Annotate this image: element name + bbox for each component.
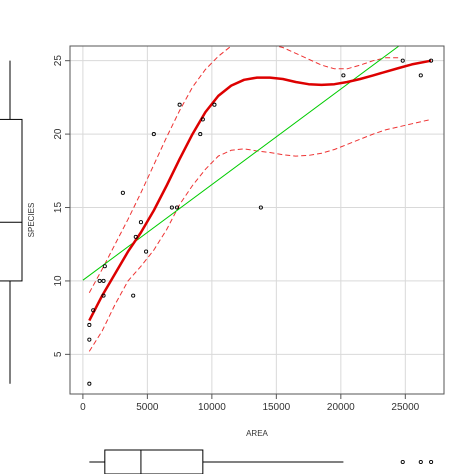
data-point: [97, 278, 102, 283]
x-box-outlier: [418, 459, 423, 465]
data-point: [212, 102, 217, 107]
y-tick-label: 20: [53, 128, 64, 140]
data-point: [138, 220, 143, 225]
y-tick-label: 5: [53, 351, 64, 357]
data-point: [87, 322, 92, 328]
x-tick-label: 15000: [262, 402, 290, 413]
x-tick-label: 20000: [327, 402, 355, 413]
upper-confidence-band: [88, 46, 399, 293]
data-point: [258, 205, 263, 210]
data-point: [133, 234, 138, 239]
y-axis-title: SPECIES: [27, 203, 36, 238]
x-box-outlier: [400, 459, 405, 465]
data-point: [177, 102, 182, 107]
x-marginal-boxplot: [89, 449, 434, 474]
data-point: [144, 249, 149, 254]
y-marginal-boxplot: [0, 60, 23, 384]
y-box-iqr: [0, 118, 23, 282]
x-box-iqr: [104, 449, 204, 474]
data-point: [169, 205, 174, 210]
x-tick-label: 10000: [198, 402, 226, 413]
plot-frame: [69, 45, 445, 395]
x-tick-label: 25000: [391, 402, 419, 413]
x-tick-label: 5000: [136, 402, 159, 413]
data-point: [200, 117, 205, 122]
data-point: [174, 205, 180, 210]
data-point: [400, 58, 405, 63]
grid-layer: [70, 46, 444, 394]
data-point: [341, 73, 346, 78]
axis-ticks: 0 5000 10000 15000 20000 25000 5 10 15 20 25: [53, 55, 420, 413]
data-point: [120, 190, 125, 195]
data-points: [87, 58, 434, 386]
y-tick-label: 15: [53, 202, 64, 214]
x-tick-label: 0: [80, 402, 86, 413]
data-point: [87, 381, 92, 386]
x-box-outlier: [429, 459, 434, 465]
data-point: [101, 293, 106, 298]
data-point: [131, 293, 136, 298]
smooth-fit-line: [88, 59, 432, 322]
data-point: [429, 58, 434, 63]
data-point: [87, 337, 92, 342]
data-point: [418, 73, 423, 78]
x-axis-title: AREA: [246, 429, 268, 438]
y-tick-label: 25: [53, 55, 64, 67]
y-tick-label: 10: [53, 275, 64, 287]
data-point: [101, 278, 106, 283]
data-point: [102, 264, 107, 269]
lower-confidence-band: [88, 118, 432, 352]
data-point: [91, 308, 96, 313]
fit-lines: [82, 46, 432, 322]
data-point: [151, 132, 156, 137]
data-point: [198, 132, 203, 137]
confidence-bands: [88, 46, 432, 352]
